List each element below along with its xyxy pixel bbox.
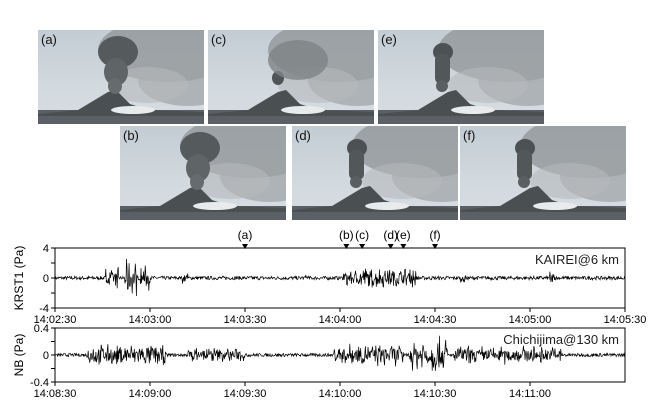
event-marker [359, 244, 366, 249]
photo-label: (d) [295, 128, 311, 143]
event-marker-label: (d) [383, 228, 398, 242]
x-tick-label: 14:03:30 [224, 314, 267, 326]
eruption-photo-e: (e) [378, 30, 544, 124]
eruption-photo-f: (f) [460, 126, 626, 220]
y-tick-label: 0 [43, 350, 49, 362]
eruption-photo-d: (d) [292, 126, 458, 220]
station-label: Chichijima@130 km [503, 332, 619, 347]
x-tick-label: 14:08:30 [34, 388, 77, 400]
event-marker-label: (c) [355, 228, 369, 242]
event-marker [400, 244, 407, 249]
eruption-photo-a: (a) [38, 30, 204, 124]
x-tick-label: 14:03:00 [129, 314, 172, 326]
x-tick-label: 14:09:00 [129, 388, 172, 400]
plot-panel-1: 4 0 -414:02:30 14:03:00 14:03:30 14:04:00 14:0… [12, 228, 646, 326]
x-tick-label: 14:10:30 [414, 388, 457, 400]
y-axis-label: NB (Pa) [12, 334, 26, 377]
event-marker-label: (a) [238, 228, 253, 242]
waveform-trace [54, 258, 625, 297]
station-label: KAIREI@6 km [535, 252, 619, 267]
photo-label: (c) [211, 32, 227, 47]
event-marker-label: (f) [429, 228, 440, 242]
event-marker-label: (e) [396, 228, 411, 242]
x-tick-label: 14:04:00 [319, 314, 362, 326]
y-axis-label: KRST1 (Pa) [12, 246, 26, 311]
event-marker-label: (b) [339, 228, 354, 242]
x-tick-label: 14:09:30 [224, 388, 267, 400]
y-tick-label: 0.4 [34, 323, 49, 335]
event-marker [432, 244, 438, 249]
y-tick-label: 4 [43, 243, 49, 255]
y-tick-label: 0 [43, 273, 49, 285]
x-tick-label: 14:11:00 [509, 388, 551, 400]
y-tick-label: -4 [39, 303, 49, 315]
eruption-photo-c: (c) [208, 30, 374, 124]
photo-label: (a) [41, 32, 57, 47]
x-tick-label: 14:10:00 [319, 388, 362, 400]
x-tick-label: 14:02:30 [34, 314, 77, 326]
plot-panel-2: 0.4 0 -0.414:08:30 14:09:00 14:09:30 14:10:00… [12, 323, 626, 400]
waveform-trace [54, 335, 626, 371]
photo-label: (e) [381, 32, 397, 47]
x-tick-label: 14:04:30 [414, 314, 457, 326]
x-tick-label: 14:05:30 [604, 314, 647, 326]
event-marker [387, 244, 394, 249]
event-marker [242, 244, 248, 249]
eruption-photo-b: (b) [120, 126, 286, 220]
event-marker [343, 244, 350, 249]
photo-label: (f) [463, 128, 476, 143]
photo-label: (b) [123, 128, 139, 143]
y-tick-label: -0.4 [30, 377, 49, 389]
x-tick-label: 14:05:00 [509, 314, 552, 326]
